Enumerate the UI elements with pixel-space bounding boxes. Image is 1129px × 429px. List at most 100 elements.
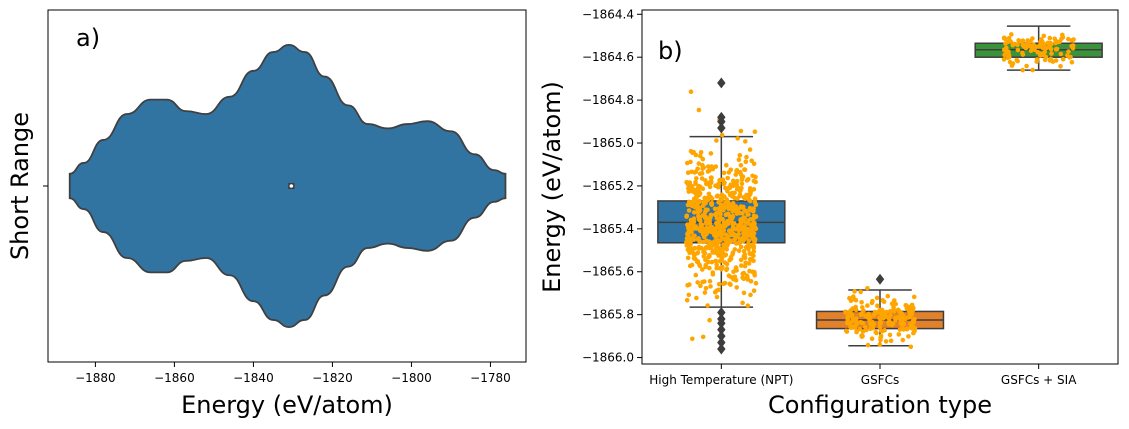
strip-point bbox=[718, 212, 723, 217]
strip-point bbox=[698, 218, 703, 224]
strip-point bbox=[694, 176, 699, 181]
strip-point bbox=[865, 342, 871, 348]
strip-point bbox=[1039, 38, 1045, 44]
strip-point bbox=[887, 308, 893, 314]
strip-point bbox=[860, 320, 866, 326]
strip-point bbox=[907, 312, 913, 318]
strip-point bbox=[1009, 63, 1015, 68]
strip-point bbox=[1005, 55, 1011, 61]
strip-point bbox=[845, 317, 850, 323]
strip-point bbox=[743, 245, 749, 250]
strip-point bbox=[699, 229, 704, 234]
strip-point bbox=[875, 303, 880, 309]
strip-point bbox=[738, 204, 744, 209]
strip-point bbox=[715, 238, 721, 243]
strip-point bbox=[721, 170, 727, 176]
strip-point bbox=[696, 214, 701, 220]
strip-point bbox=[721, 181, 727, 187]
strip-point bbox=[725, 242, 730, 247]
strip-point bbox=[728, 256, 734, 262]
strip-point bbox=[1001, 57, 1007, 62]
strip-point bbox=[881, 299, 887, 305]
strip-point bbox=[751, 187, 757, 192]
strip-point bbox=[912, 328, 917, 334]
strip-point bbox=[723, 212, 729, 218]
strip-point bbox=[736, 248, 742, 253]
strip-point bbox=[1020, 42, 1026, 48]
panel-a-label: a) bbox=[76, 24, 100, 52]
strip-point bbox=[887, 332, 893, 338]
strip-point bbox=[719, 192, 725, 197]
strip-point bbox=[735, 136, 740, 141]
strip-point bbox=[712, 290, 718, 295]
strip-point bbox=[688, 89, 694, 94]
strip-point bbox=[1044, 45, 1049, 51]
strip-point bbox=[724, 266, 730, 272]
strip-point bbox=[689, 230, 694, 235]
strip-point bbox=[870, 325, 876, 331]
strip-point bbox=[712, 233, 718, 239]
strip-point bbox=[688, 149, 694, 154]
strip-point bbox=[843, 328, 849, 334]
strip-point bbox=[726, 206, 731, 212]
strip-point bbox=[1069, 60, 1075, 65]
strip-point bbox=[716, 253, 722, 258]
strip-point bbox=[716, 287, 721, 293]
x-tick-label: −1880 bbox=[75, 371, 116, 385]
strip-point bbox=[703, 257, 708, 263]
strip-point bbox=[687, 250, 692, 255]
strip-point bbox=[719, 195, 725, 201]
strip-point bbox=[1015, 58, 1020, 64]
panel-b-ylabel: Energy (eV/atom) bbox=[538, 81, 566, 293]
y-tick-label: −1865.8 bbox=[582, 308, 634, 322]
strip-point bbox=[1066, 49, 1071, 54]
strip-point bbox=[705, 169, 711, 174]
y-tick-label: −1865.6 bbox=[582, 265, 634, 279]
strip-point bbox=[852, 289, 857, 294]
strip-point bbox=[873, 329, 879, 335]
strip-point bbox=[858, 289, 863, 295]
x-tick-label: High Temperature (NPT) bbox=[649, 373, 793, 387]
strip-point bbox=[1015, 42, 1020, 48]
strip-point bbox=[903, 303, 909, 308]
strip-point bbox=[753, 202, 759, 208]
strip-point bbox=[734, 285, 739, 290]
strip-point bbox=[870, 298, 875, 304]
strip-point bbox=[874, 295, 880, 301]
strip-point bbox=[692, 223, 697, 229]
strip-point bbox=[734, 182, 739, 187]
strip-point bbox=[1020, 67, 1025, 73]
strip-point bbox=[708, 175, 714, 180]
strip-point bbox=[715, 184, 721, 190]
strip-point bbox=[704, 238, 709, 243]
strip-point bbox=[752, 237, 758, 242]
strip-point bbox=[745, 241, 751, 247]
strip-point bbox=[707, 253, 712, 258]
panel-b-x-ticks: High Temperature (NPT) GSFCs GSFCs + SIA bbox=[649, 364, 1077, 387]
strip-point bbox=[700, 156, 706, 162]
strip-point bbox=[716, 206, 722, 211]
strip-point bbox=[741, 276, 746, 282]
strip-point bbox=[686, 208, 692, 213]
strip-point bbox=[1015, 47, 1021, 53]
strip-point bbox=[697, 171, 703, 176]
strip-point bbox=[716, 281, 722, 287]
strip-point bbox=[1058, 64, 1063, 69]
x-tick-label: −1780 bbox=[470, 371, 511, 385]
strip-point bbox=[740, 300, 745, 306]
strip-point bbox=[723, 238, 729, 243]
strip-point bbox=[692, 197, 697, 202]
strip-point bbox=[741, 224, 747, 229]
strip-point bbox=[848, 298, 854, 304]
strip-point bbox=[697, 198, 702, 204]
strip-point bbox=[694, 295, 699, 301]
strip-layer bbox=[684, 32, 1076, 350]
strip-point bbox=[1048, 56, 1054, 62]
violin-panel: −1880 −1860 −1840 −1820 −1800 −1780 a) Energy… bbox=[6, 9, 527, 419]
strip-point bbox=[743, 220, 749, 225]
strip-point bbox=[749, 158, 754, 163]
outlier-marker bbox=[717, 307, 726, 318]
strip-point bbox=[736, 157, 742, 162]
strip-point bbox=[751, 253, 756, 259]
strip-point bbox=[701, 253, 707, 259]
